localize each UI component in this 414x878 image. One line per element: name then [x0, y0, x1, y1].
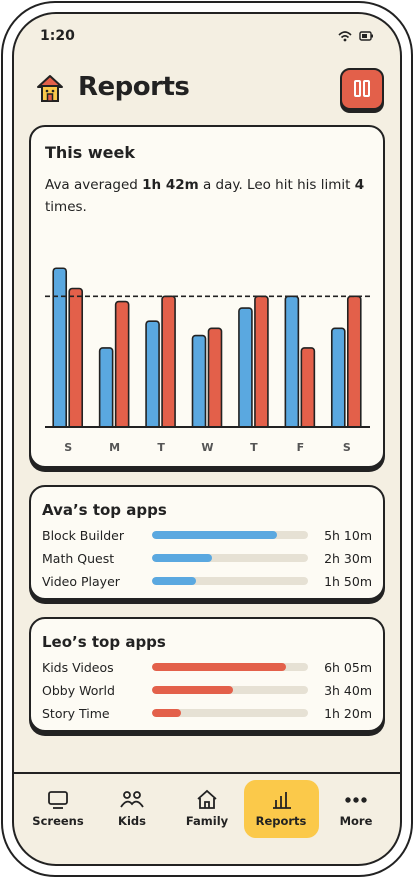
nav-label[interactable]: More	[339, 814, 373, 828]
bar	[254, 295, 269, 432]
bar	[300, 347, 316, 432]
app-time: 5h 10m	[324, 528, 372, 543]
bar	[346, 295, 362, 432]
app-track	[152, 531, 308, 539]
app-bar	[152, 577, 197, 585]
pause-button[interactable]	[340, 68, 384, 110]
app-name: Kids Videos	[42, 660, 114, 675]
nav-active-pill	[244, 780, 319, 838]
bar	[114, 300, 130, 432]
baseline-cover	[40, 427, 375, 437]
nav-label[interactable]: Family	[185, 814, 229, 828]
app-time: 2h 30m	[324, 551, 372, 566]
bar	[98, 347, 114, 432]
x-tick-label: T	[157, 441, 165, 454]
x-tick-label: M	[109, 441, 120, 454]
app-track	[152, 709, 308, 717]
x-tick-label: F	[297, 441, 305, 454]
bar	[207, 327, 223, 432]
nav-label[interactable]: Kids	[118, 814, 146, 828]
app-bar	[152, 554, 213, 562]
app-name: Story Time	[42, 706, 110, 721]
status-icons	[338, 31, 373, 42]
nav-label[interactable]: Reports	[255, 814, 307, 828]
pause-icon	[354, 80, 370, 97]
summary-part: 4	[354, 177, 365, 193]
app-time: 6h 05m	[324, 660, 372, 675]
x-tick-label: W	[201, 441, 213, 454]
bar	[284, 295, 300, 432]
summary-part: times.	[45, 199, 87, 215]
app-name: Obby World	[42, 683, 115, 698]
summary-part: a day. Leo hit his limit	[198, 177, 355, 193]
bar	[68, 287, 84, 432]
app-time: 1h 50m	[324, 574, 372, 589]
nav-label[interactable]: Screens	[32, 814, 84, 828]
summary-part: Ava averaged	[45, 177, 143, 193]
app-track	[152, 554, 308, 562]
x-tick-label: T	[250, 441, 258, 454]
app-track	[152, 577, 308, 585]
app-bar	[152, 686, 233, 694]
page-title: Reports	[78, 72, 190, 102]
app-bar	[152, 663, 287, 671]
app-name: Math Quest	[42, 551, 115, 566]
week-title: This week	[45, 143, 136, 162]
app-track	[152, 686, 308, 694]
x-tick-label: S	[64, 441, 72, 454]
bar	[330, 327, 346, 432]
app-track	[152, 663, 308, 671]
ava-title: Ava’s top apps	[42, 501, 167, 519]
bar	[52, 267, 68, 432]
bar	[161, 295, 176, 432]
app-name: Block Builder	[42, 528, 124, 543]
app-time: 1h 20m	[324, 706, 372, 721]
app-time: 3h 40m	[324, 683, 372, 698]
nav-icons	[48, 789, 367, 809]
bar	[191, 334, 207, 432]
bar	[238, 307, 253, 432]
app-bar	[152, 709, 182, 717]
app-name: Video Player	[42, 574, 120, 589]
house-icon	[37, 75, 63, 102]
bar	[145, 320, 160, 432]
status-time: 1:20	[40, 28, 75, 44]
x-tick-label: S	[343, 441, 351, 454]
week-summary: Ava averaged 1h 42m a day. Leo hit his l…	[45, 174, 370, 218]
leo-title: Leo’s top apps	[42, 633, 166, 651]
app-bar	[152, 531, 277, 539]
nav-divider	[14, 772, 400, 774]
summary-part: 1h 42m	[142, 177, 199, 193]
